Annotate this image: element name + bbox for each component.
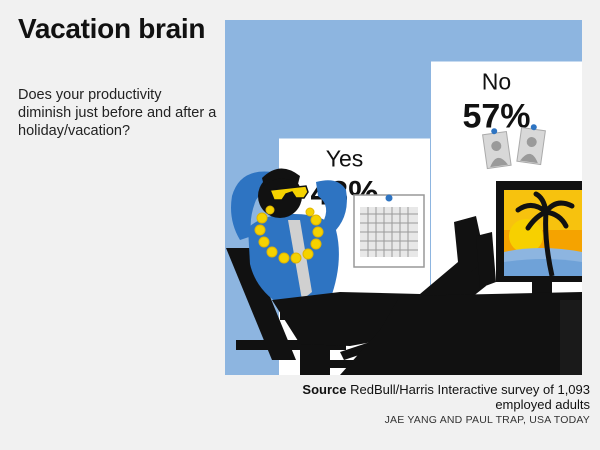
source-label: Source: [302, 382, 347, 397]
desk: [340, 292, 582, 375]
credit-line: JAE YANG AND PAUL TRAP, USA TODAY: [384, 414, 590, 426]
source-note: Source RedBull/Harris Interactive survey…: [300, 382, 590, 412]
bar-category-label: No: [482, 69, 511, 95]
lei-icon: [254, 205, 324, 264]
calendar-icon: [353, 194, 425, 268]
family-photo-icon: [482, 124, 546, 170]
source-text: RedBull/Harris Interactive survey of 1,0…: [350, 382, 590, 412]
survey-question: Does your productivity diminish just bef…: [18, 87, 217, 139]
bar-value-label: 57%: [462, 98, 530, 136]
page-title: Vacation brain: [18, 13, 206, 44]
bar-category-label: Yes: [326, 146, 364, 172]
sunglasses-icon: [268, 185, 309, 201]
palm-tree-icon: [543, 211, 555, 277]
beach-monitor-icon: [496, 181, 582, 296]
